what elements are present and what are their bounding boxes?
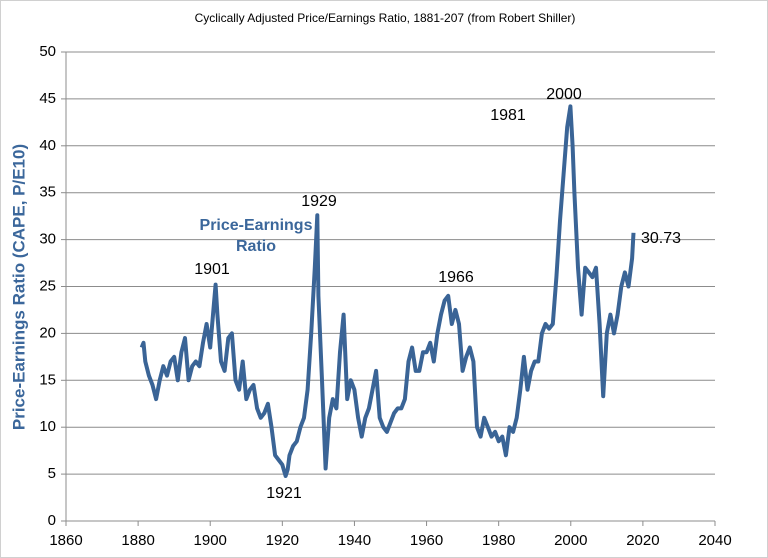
annotation: 1901 bbox=[194, 261, 230, 278]
y-tick-label: 40 bbox=[39, 137, 56, 154]
data-line bbox=[139, 104, 636, 478]
y-tick-label: 45 bbox=[39, 90, 56, 107]
annotation: 2000 bbox=[546, 86, 582, 103]
y-tick-label: 20 bbox=[39, 324, 56, 341]
y-tick-label: 10 bbox=[39, 418, 56, 435]
x-tick-label: 1860 bbox=[49, 532, 82, 549]
y-axis-label: Price-Earnings Ratio (CAPE, P/E10) bbox=[9, 144, 28, 430]
annotation: 1929 bbox=[301, 193, 337, 210]
y-tick-label: 0 bbox=[48, 512, 56, 529]
y-tick-label: 25 bbox=[39, 277, 56, 294]
annotation: 1921 bbox=[266, 485, 302, 502]
annotation: 1981 bbox=[490, 107, 526, 124]
x-tick-label: 2000 bbox=[554, 532, 587, 549]
x-tick-label: 1920 bbox=[266, 532, 299, 549]
x-tick-label: 1880 bbox=[121, 532, 154, 549]
series-label: Price-Earnings Ratio bbox=[199, 217, 313, 255]
x-tick-label: 2040 bbox=[698, 532, 731, 549]
y-tick-label: 15 bbox=[39, 371, 56, 388]
x-tick-label: 1960 bbox=[410, 532, 443, 549]
x-tick-label: 2020 bbox=[626, 532, 659, 549]
y-tick-label: 50 bbox=[39, 43, 56, 60]
y-tick-label: 35 bbox=[39, 184, 56, 201]
x-tick-label: 1940 bbox=[338, 532, 371, 549]
annotation: 1966 bbox=[438, 269, 474, 286]
x-tick-label: 1900 bbox=[194, 532, 227, 549]
y-tick-label: 30 bbox=[39, 231, 56, 248]
y-tick-label: 5 bbox=[48, 465, 56, 482]
x-tick-label: 1980 bbox=[482, 532, 515, 549]
chart-title: Cyclically Adjusted Price/Earnings Ratio… bbox=[195, 11, 576, 25]
annotation: 30.73 bbox=[641, 230, 681, 247]
